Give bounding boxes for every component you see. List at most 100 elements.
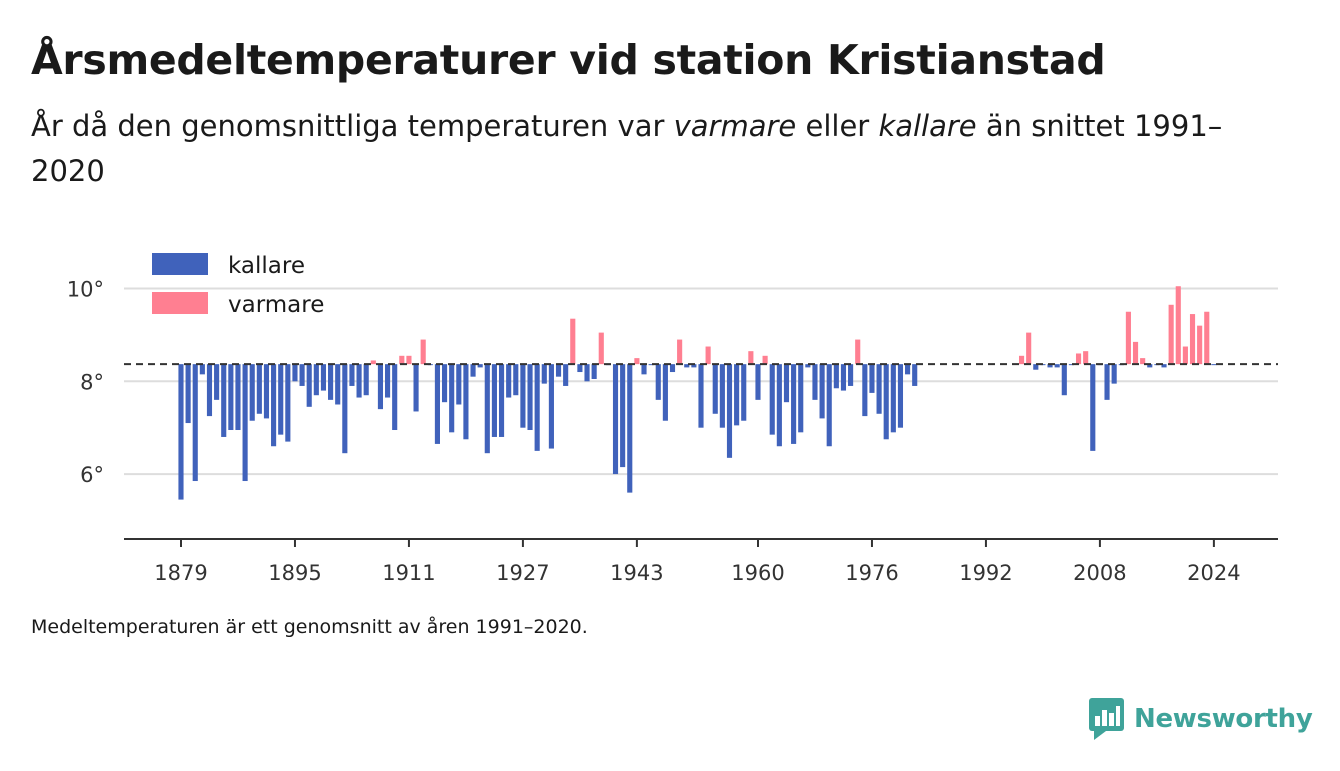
brand-logo[interactable]: Newsworthy: [1088, 697, 1313, 741]
bar: [1197, 325, 1203, 365]
bar: [406, 355, 412, 365]
bar: [1026, 332, 1032, 365]
bar: [185, 364, 191, 424]
x-tick-label: 2024: [1187, 561, 1240, 585]
y-tick-label: 6°: [80, 463, 104, 487]
bar: [385, 364, 391, 398]
bar: [869, 364, 875, 393]
bar: [342, 364, 348, 454]
bar: [520, 364, 526, 428]
x-tick-label: 1927: [496, 561, 549, 585]
bar: [634, 358, 640, 365]
bar: [691, 364, 697, 368]
bar: [491, 364, 497, 437]
bar: [292, 364, 298, 382]
bar: [456, 364, 462, 405]
bar: [221, 364, 227, 437]
bar: [734, 364, 740, 426]
legend-swatch-warmer: [152, 292, 208, 314]
bar: [1161, 364, 1167, 368]
bar: [905, 364, 911, 375]
bar: [328, 364, 334, 400]
bar: [1147, 364, 1153, 368]
subtitle-part-3: än snittet 1991–2020: [31, 109, 1223, 188]
bar: [862, 364, 868, 417]
bar: [1168, 304, 1174, 365]
bar: [748, 351, 754, 365]
bars: [178, 286, 1217, 500]
bar: [506, 364, 512, 398]
bar: [577, 364, 583, 373]
bar: [762, 355, 768, 365]
bar: [1075, 353, 1082, 365]
bar: [527, 364, 533, 431]
bar: [192, 364, 198, 482]
bar: [769, 364, 775, 435]
bar: [684, 364, 690, 368]
bar: [206, 364, 213, 417]
bar: [876, 364, 882, 414]
subtitle-part-1: År då den genomsnittliga temperaturen va…: [31, 109, 674, 143]
bar: [392, 364, 398, 431]
bar: [563, 364, 569, 386]
legend: kallare varmare: [152, 253, 324, 318]
bar: [1054, 364, 1060, 368]
page-title: Årsmedeltemperaturer vid station Kristia…: [31, 36, 1106, 84]
bar: [655, 364, 661, 400]
bar: [1033, 364, 1039, 370]
subtitle-colder: kallare: [878, 109, 977, 143]
x-tick-label: 1960: [731, 561, 784, 585]
bar: [271, 364, 277, 447]
bar: [285, 364, 291, 442]
bar: [1104, 364, 1110, 400]
bar: [299, 364, 305, 386]
bar: [890, 364, 896, 433]
y-tick-label: 10°: [67, 278, 104, 302]
bar: [256, 364, 262, 414]
newsworthy-logo-icon: [1089, 698, 1124, 740]
bar: [1068, 364, 1074, 366]
bar: [242, 364, 248, 482]
bar: [840, 364, 847, 391]
bar: [356, 364, 362, 398]
bar: [598, 332, 604, 365]
footnote: Medeltemperaturen är ett genomsnitt av å…: [31, 616, 588, 638]
bar: [441, 364, 448, 403]
bar: [669, 364, 676, 373]
bar: [249, 364, 255, 421]
bar: [897, 364, 904, 428]
bar: [306, 364, 312, 407]
bar: [1132, 341, 1139, 365]
bar: [791, 364, 797, 444]
bar: [1211, 364, 1217, 366]
bar: [178, 364, 184, 500]
bar: [819, 364, 825, 419]
bar: [883, 364, 889, 440]
legend-swatch-colder: [152, 253, 208, 275]
bar: [1182, 346, 1188, 365]
bar: [620, 364, 626, 468]
bar: [199, 364, 205, 375]
bar: [1018, 355, 1025, 365]
brand-name: Newsworthy: [1134, 704, 1313, 734]
bar: [349, 364, 355, 386]
bar: [1090, 364, 1096, 451]
bar: [648, 364, 654, 366]
bar: [805, 364, 811, 368]
bar: [363, 364, 369, 396]
bar: [370, 360, 376, 365]
bar: [584, 364, 590, 382]
bar: [228, 364, 234, 431]
bar: [1204, 311, 1210, 365]
bar: [855, 339, 861, 365]
bar: [555, 364, 562, 377]
bar: [263, 364, 270, 419]
bar: [1125, 311, 1131, 365]
bar: [214, 364, 220, 400]
bar: [513, 364, 519, 396]
bar: [235, 364, 241, 431]
x-tick-label: 1992: [959, 561, 1012, 585]
bar: [612, 364, 619, 475]
bar: [377, 364, 384, 410]
